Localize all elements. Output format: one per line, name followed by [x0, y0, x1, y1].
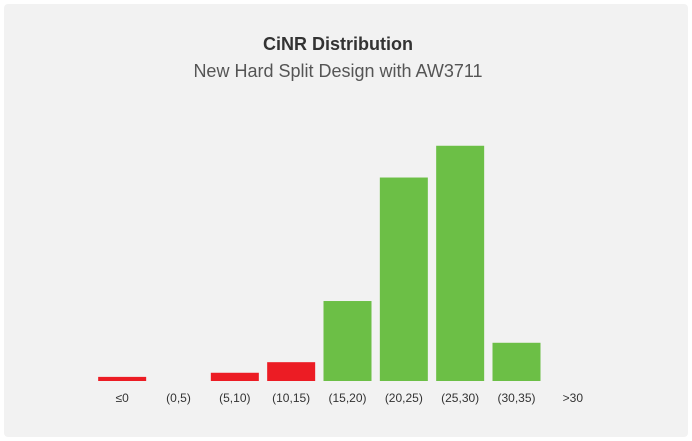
bar — [323, 301, 372, 381]
x-tick-label: (0,5) — [166, 391, 191, 405]
x-tick-label: (30,35) — [497, 391, 535, 405]
x-tick-label: >30 — [563, 391, 584, 405]
bar — [379, 177, 428, 381]
bar — [267, 362, 316, 381]
x-tick-label: (15,20) — [328, 391, 366, 405]
bar — [436, 145, 485, 381]
x-tick-label: (10,15) — [272, 391, 310, 405]
chart-background — [4, 4, 688, 437]
x-tick-label: ≤0 — [116, 391, 130, 405]
x-tick-label: (20,25) — [385, 391, 423, 405]
chart-subtitle: New Hard Split Design with AW3711 — [193, 61, 482, 81]
x-tick-label: (5,10) — [219, 391, 250, 405]
bar — [210, 372, 259, 381]
bar — [98, 376, 147, 381]
x-tick-label: (25,30) — [441, 391, 479, 405]
bar — [492, 342, 541, 381]
chart-title: CiNR Distribution — [263, 34, 413, 54]
